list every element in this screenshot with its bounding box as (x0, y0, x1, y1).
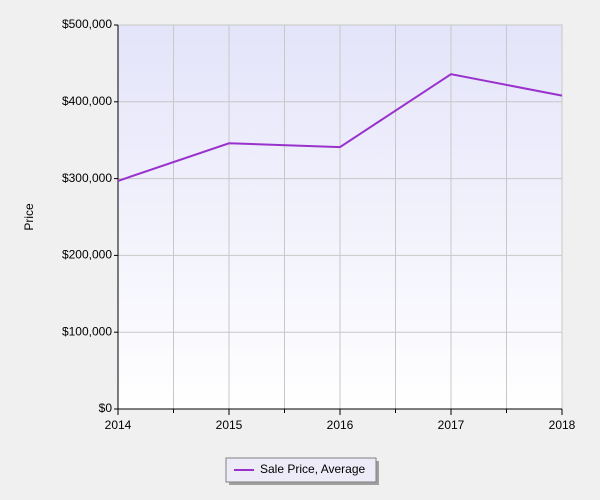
line-series (117, 73, 563, 182)
y-axis-label: Price (22, 203, 36, 231)
x-tick-label: 2016 (327, 418, 354, 432)
y-tick-label: $100,000 (62, 324, 112, 338)
y-tick-label: $0 (99, 401, 113, 415)
x-tick-label: 2017 (438, 418, 465, 432)
x-tick-label: 2014 (105, 418, 132, 432)
y-tick-label: $400,000 (62, 94, 112, 108)
x-tick-label: 2015 (216, 418, 243, 432)
legend-label: Sale Price, Average (260, 462, 366, 476)
y-tick-label: $500,000 (62, 17, 112, 31)
y-tick-label: $300,000 (62, 171, 112, 185)
y-tick-label: $200,000 (62, 248, 112, 262)
x-tick-label: 2018 (549, 418, 576, 432)
